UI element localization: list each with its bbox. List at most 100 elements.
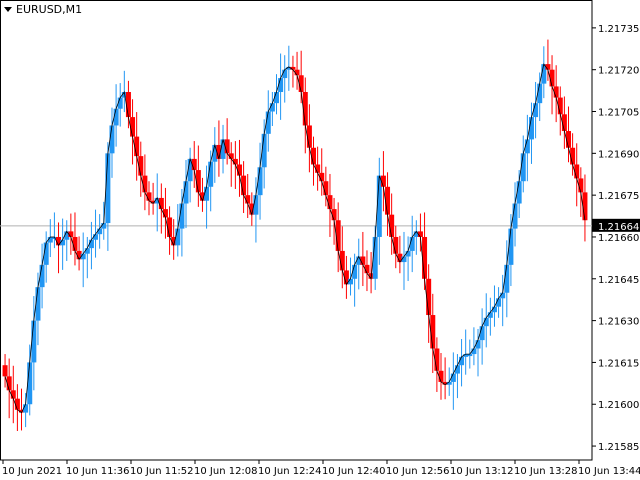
candle-body [117, 97, 123, 109]
close-line [4, 63, 586, 414]
candle-body [171, 236, 177, 246]
candle-body [352, 264, 358, 279]
candle-body [56, 236, 62, 246]
candle-body [311, 147, 317, 165]
y-tick-label: 1.21690 [598, 149, 639, 160]
candle-body [549, 69, 555, 87]
candle-body [537, 83, 543, 104]
candle-body [10, 390, 16, 399]
x-tick-label: 10 Jun 11:52 [130, 466, 194, 477]
y-tick-label: 1.21735 [598, 24, 639, 35]
candle-body [335, 220, 341, 251]
candle-body [162, 209, 168, 218]
candle-body [545, 64, 551, 70]
candle-body [19, 409, 25, 413]
candle-body [331, 209, 337, 221]
candle-body [364, 264, 370, 274]
candle-body [553, 86, 559, 98]
candle-body [376, 175, 382, 237]
candle-body [356, 256, 362, 265]
candle-body [561, 114, 567, 132]
candle-body [500, 292, 506, 299]
candle-body [224, 139, 230, 154]
candle-body [422, 236, 428, 279]
candle-body [574, 164, 580, 179]
candle-body [35, 287, 41, 321]
candle-body [273, 92, 279, 104]
candle-body [471, 348, 477, 355]
candle-body [88, 239, 94, 249]
candle-body [389, 214, 395, 237]
x-tick-label: 10 Jun 13:12 [450, 466, 514, 477]
candle-body [496, 298, 502, 307]
candle-body [183, 181, 189, 204]
candle-body [2, 365, 8, 377]
candle-body [348, 278, 354, 285]
candle-body [236, 164, 242, 176]
candle-body [241, 175, 247, 196]
candle-body [64, 231, 70, 240]
x-tick-label: 10 Jun 12:24 [258, 466, 322, 477]
candle-body [154, 197, 160, 204]
candle-body [397, 253, 403, 263]
dropdown-triangle-icon[interactable] [4, 7, 12, 12]
candle-body [109, 125, 115, 154]
candle-body [459, 356, 465, 366]
candle-body [125, 92, 131, 118]
candle-body [463, 354, 469, 357]
candle-body [578, 178, 584, 193]
symbol-label[interactable]: EURUSD,M1 [4, 3, 82, 16]
y-tick-label: 1.21585 [598, 442, 639, 453]
candle-body [113, 108, 119, 126]
candle-body [191, 158, 197, 171]
candle-body [39, 264, 45, 288]
candle-body [319, 172, 325, 182]
candle-body [84, 248, 90, 254]
candle-body [14, 398, 20, 410]
y-tick-label: 1.21675 [598, 191, 639, 202]
candle-body [93, 234, 99, 240]
y-tick-label: 1.21705 [598, 108, 639, 119]
candle-body [179, 203, 185, 229]
candle-body [47, 236, 53, 243]
candle-body [467, 354, 473, 357]
candle-body [23, 404, 29, 413]
candle-body [417, 231, 423, 237]
candle-body [430, 315, 436, 349]
candle-body [232, 158, 238, 165]
current-price-label: 1.21664 [592, 218, 640, 233]
candle-body [187, 158, 193, 182]
candle-body [426, 278, 432, 316]
candle-body [306, 125, 312, 148]
candle-body [27, 362, 33, 405]
candle-body [409, 236, 415, 251]
candle-body [557, 97, 563, 115]
x-tick-label: 10 Jun 12:08 [194, 466, 258, 477]
candle-body [253, 195, 259, 215]
y-tick-label: 1.21720 [598, 66, 639, 77]
candle-body [405, 250, 411, 257]
candle-body [508, 228, 514, 265]
candle-body [257, 167, 263, 196]
candle-body [401, 256, 407, 263]
x-tick-label: 10 Jun 13:44 [578, 466, 640, 477]
candle-body [339, 250, 345, 271]
candle-body [504, 264, 510, 293]
candle-body [138, 156, 144, 176]
candle-body [290, 66, 296, 70]
candle-body [43, 242, 49, 265]
candle-body [570, 147, 576, 165]
candle-body [220, 139, 226, 159]
candle-body [269, 103, 275, 112]
candle-body [512, 203, 518, 229]
candle-body [204, 186, 210, 201]
symbol-text: EURUSD,M1 [16, 3, 83, 16]
candle-body [80, 253, 86, 260]
y-axis: 1.21735 1.21720 1.21705 1.21690 1.21675 1.216… [592, 24, 639, 453]
candle-body [278, 78, 284, 92]
x-tick-label: 10 Jun 11:36 [66, 466, 130, 477]
candle-body [195, 170, 201, 193]
candle-body [413, 231, 419, 237]
candle-body [446, 381, 452, 385]
x-axis: 10 Jun 2021 10 Jun 11:36 10 Jun 11:52 10 Ju… [2, 460, 640, 477]
